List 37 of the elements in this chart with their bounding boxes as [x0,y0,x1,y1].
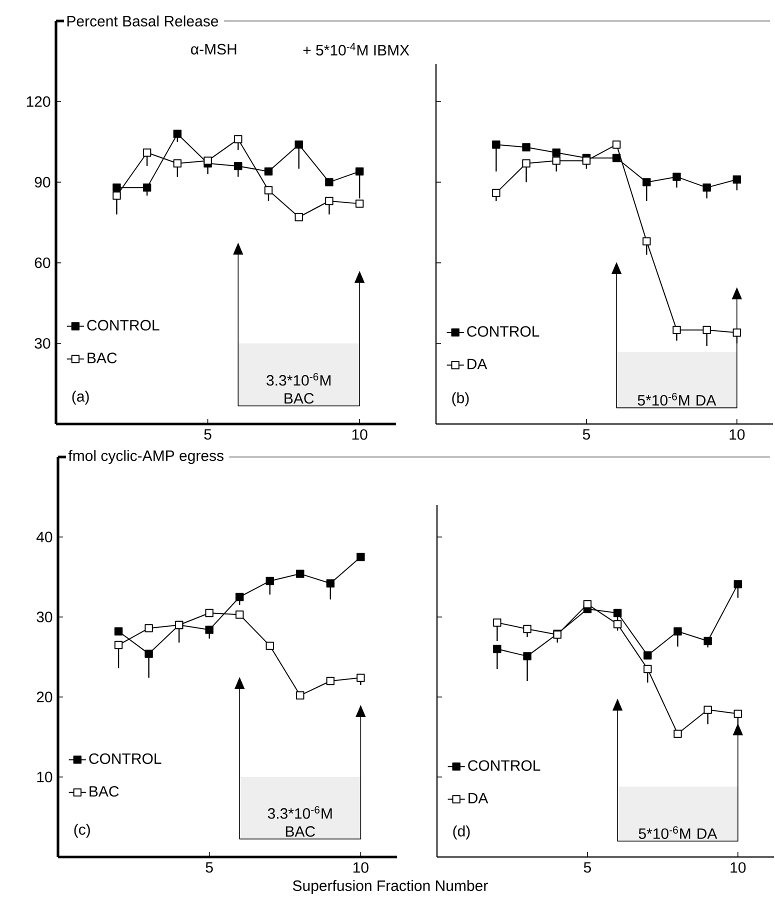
legend-label: CONTROL [467,326,540,337]
x-tick-label: 5 [584,862,591,873]
x-tick-label: 10 [730,862,746,873]
legend-label: BAC [88,352,117,364]
y-tick-label: 30 [36,612,52,622]
legend-label: BAC [90,786,119,797]
x-tick-label: 10 [352,429,368,440]
x-tick-label: 10 [353,862,368,873]
annotation: (a) [72,390,89,405]
annotation: (d) [453,826,470,840]
annotation: (b) [452,392,469,406]
legend-label: DA [468,792,488,804]
y-tick-label: 90 [34,176,50,188]
band-label: 3.3*10$^{-6}$M BAC [266,372,330,404]
band-label: 5*10$^{-6}$M DA [638,392,716,406]
y-tick-label: 10 [37,772,52,782]
y-tick-label: 40 [36,532,52,542]
annotation: (c) [74,824,90,838]
annotation: + 5*10$^{-4}$M IBMX [303,42,410,56]
band-label: 3.3*10$^{-6}$M BAC [268,806,332,837]
y-tick-label: 120 [26,96,50,107]
legend-label: CONTROL [468,760,540,771]
legend-label: CONTROL [89,753,162,764]
x-tick-label: 10 [730,429,745,440]
text: α-MSH [191,44,236,55]
legend-label: CONTROL [87,320,160,331]
x-tick-label: 5 [582,429,590,440]
y-tick-label: 20 [36,692,52,702]
x-tick-label: 5 [206,862,213,873]
band-label: 5*10$^{-6}$M DA [638,826,718,839]
y-axis-title: fmol cyclic-AMP egress [68,450,224,464]
x-tick-label: 5 [204,429,212,440]
x-axis-title: Superfusion Fraction Number [292,880,488,894]
y-axis-title: Percent Basal Release [67,15,218,26]
y-tick-label: 30 [34,338,50,349]
y-tick-label: 60 [34,257,50,268]
legend-label: DA [468,358,488,370]
